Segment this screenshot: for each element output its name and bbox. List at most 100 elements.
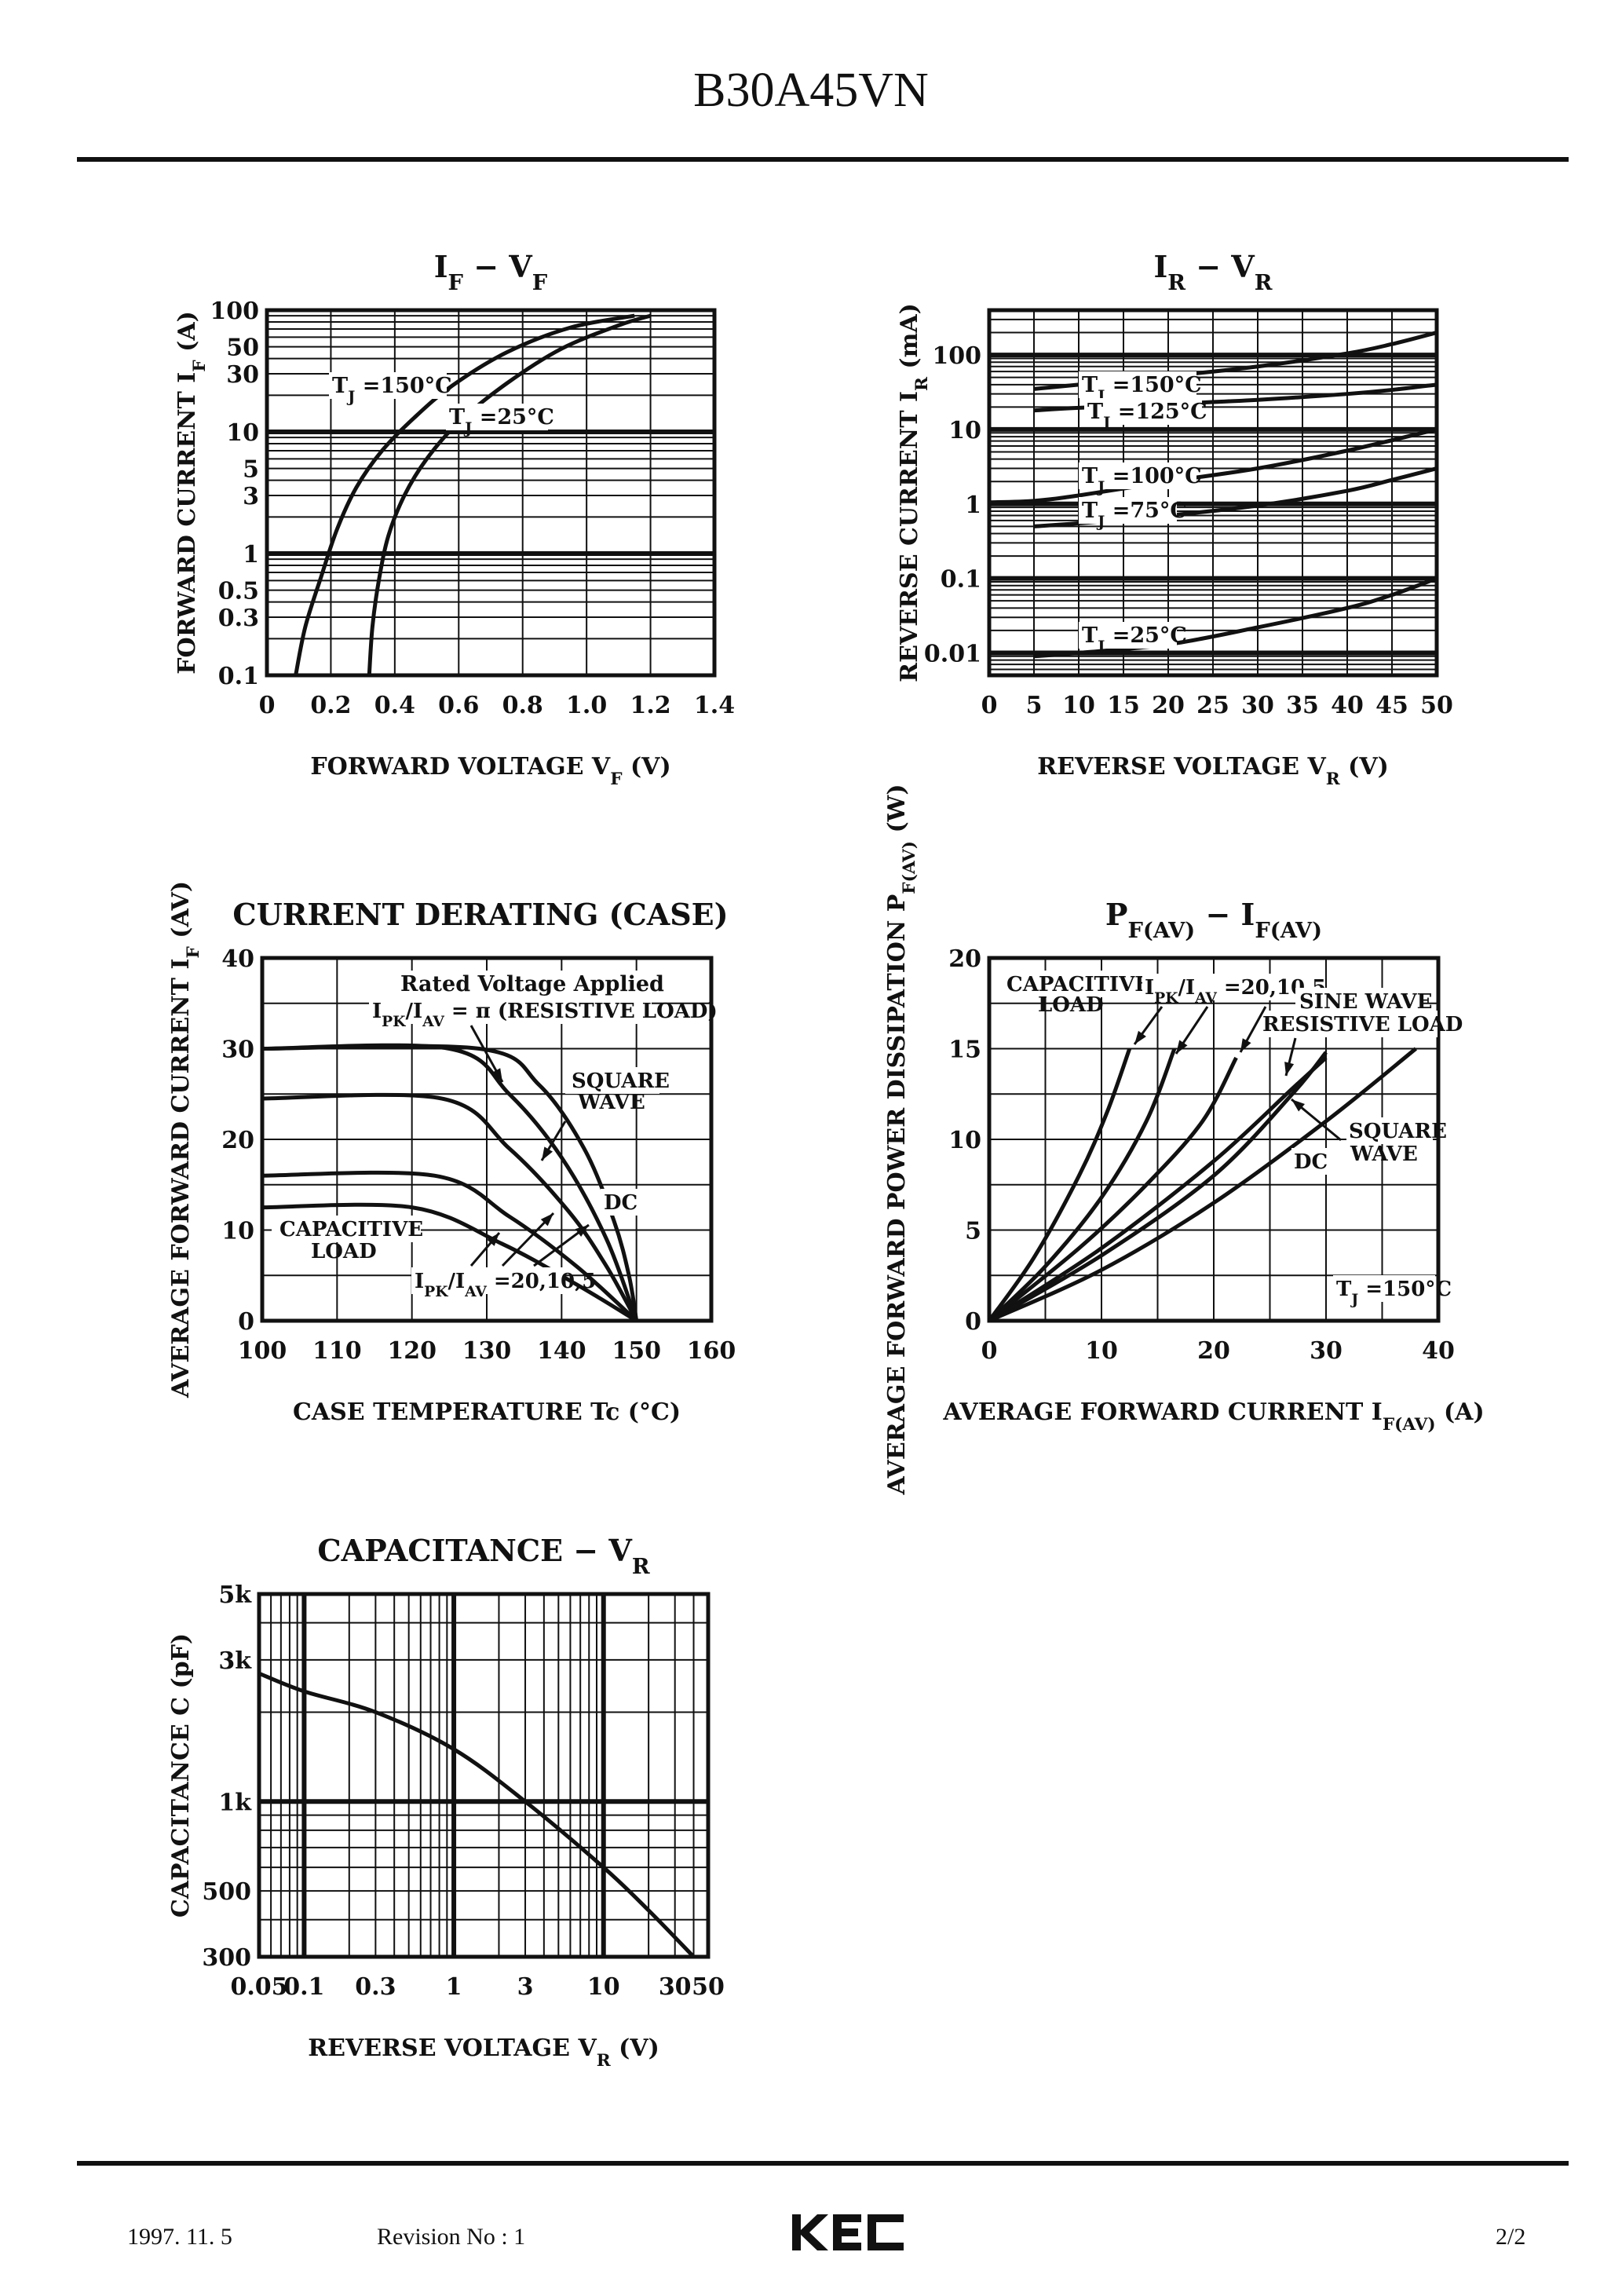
- series-label: TJ =75°C: [1082, 499, 1187, 531]
- series-label-bg: [329, 372, 447, 399]
- chart-capacitance: 0.050.1 0.3 1 3 10 30 50 300 500 1k 3k 5k CAPACITANC…: [167, 1533, 725, 2071]
- series-label: TJ =25°C: [1082, 623, 1187, 656]
- annotation-bg: [1333, 1275, 1435, 1302]
- annotation-arrowhead: [1291, 1099, 1305, 1112]
- x-tick-label: 45: [1375, 692, 1408, 719]
- series-label-bg: [1079, 462, 1196, 489]
- annotation-capacitive: CAPACITIVE: [279, 1218, 423, 1241]
- x-tick-label: 1.2: [630, 692, 670, 719]
- annotation-square-wave: SQUARE: [1349, 1120, 1447, 1143]
- x-tick-label: 1.0: [566, 692, 607, 719]
- series-line-5: [988, 1051, 1328, 1323]
- kec-logo: [792, 2214, 904, 2250]
- y-tick-label: 10: [948, 417, 981, 444]
- x-tick-label: 0.1: [283, 1973, 324, 2001]
- annotation-bg: [1291, 1148, 1328, 1175]
- x-tick-label: 0: [981, 1337, 998, 1365]
- series-line-5: [1033, 576, 1438, 659]
- annotation-resistive-load: IPK/IAV = π (RESISTIVE LOAD): [372, 1000, 718, 1030]
- annotation-resistive-load: RESISTIVE LOAD: [1262, 1013, 1463, 1036]
- x-tick-label: 30: [659, 1973, 692, 2001]
- annotation-bg: [1295, 988, 1421, 1015]
- grid-if-vf: [267, 309, 714, 676]
- y-tick-label: 10: [221, 1218, 254, 1245]
- x-axis-label: AVERAGE FORWARD CURRENT IF(AV) (A): [942, 1398, 1484, 1435]
- x-tick-label: 35: [1286, 692, 1319, 719]
- y-tick-label: 1: [243, 541, 259, 569]
- annotation-load: LOAD: [1038, 993, 1104, 1017]
- y-axis-label: AVERAGE FORWARD CURRENT IF (AV): [167, 881, 203, 1398]
- annotation-arrowhead: [487, 1233, 499, 1246]
- x-tick-label: 10: [1062, 692, 1095, 719]
- x-tick-label: 140: [537, 1337, 586, 1365]
- annotation-sine-wave: SINE WAVE: [1299, 990, 1432, 1014]
- y-tick-label: 100: [932, 342, 981, 370]
- annotation-arrowhead: [1240, 1038, 1251, 1052]
- plot-frame: [265, 308, 717, 678]
- x-tick-label: 3: [517, 1973, 534, 2001]
- x-tick-label: 40: [1331, 692, 1364, 719]
- annotation-dc: DC: [604, 1191, 637, 1215]
- x-tick-label: 50: [692, 1973, 725, 2001]
- annotation-arrowhead: [575, 1225, 589, 1238]
- x-tick-label: 25: [1196, 692, 1229, 719]
- x-tick-label: 20: [1197, 1337, 1230, 1365]
- x-tick-label: 0.6: [438, 692, 479, 719]
- plot-frame: [257, 1592, 711, 1959]
- annotation-bg: [1142, 974, 1291, 1000]
- x-tick-label: 40: [1422, 1337, 1455, 1365]
- series-label: TJ =150°C: [332, 374, 452, 406]
- series-line-2: [1033, 382, 1438, 413]
- y-tick-label: 15: [948, 1036, 981, 1064]
- annotation-bg: [1260, 1011, 1438, 1037]
- y-tick-label: 0.01: [924, 640, 981, 667]
- plot-frame: [987, 956, 1441, 1323]
- chart-title: PF(AV) − IF(AV): [1105, 897, 1322, 943]
- annotation-tj: TJ =150°C: [1336, 1278, 1452, 1308]
- x-tick-label: 0.2: [310, 692, 351, 719]
- series-line-4: [988, 1056, 1328, 1323]
- x-tick-label: 20: [1152, 692, 1185, 719]
- y-tick-label: 0: [238, 1308, 254, 1336]
- x-tick-label: 30: [1310, 1337, 1343, 1365]
- annotation-rated-voltage: Rated Voltage Applied: [400, 972, 664, 996]
- annotation-bg: [565, 1067, 659, 1094]
- y-tick-label: 50: [226, 335, 259, 362]
- y-tick-label: 3: [243, 483, 259, 510]
- y-tick-label: 5: [965, 1218, 981, 1245]
- annotation-capacitive: CAPACITIVE: [1006, 973, 1150, 996]
- x-tick-label: 0.05: [230, 1973, 287, 2001]
- annotation-bg: [997, 971, 1138, 997]
- footer-page: 2/2: [1496, 2224, 1526, 2250]
- x-tick-label: 0: [259, 692, 276, 719]
- y-tick-label: 300: [202, 1944, 251, 1972]
- x-tick-label: 10: [1085, 1337, 1118, 1365]
- footer-date: 1997. 11. 5: [127, 2224, 232, 2250]
- series-line-1: [987, 1047, 1132, 1322]
- annotation-ipk-ratio: IPK/IAV =20,10,5: [415, 1270, 596, 1300]
- y-tick-label: 10: [948, 1127, 981, 1154]
- chart-pf-if: 0 10 20 30 40 0 5 10 15 20 PF(AV) − IF(AV) AVERAGE …: [883, 784, 1485, 1495]
- x-tick-label: 110: [312, 1337, 362, 1365]
- series-label: TJ =125°C: [1087, 400, 1207, 432]
- annotation-bg: [369, 997, 652, 1024]
- annotation-square-wave-2: WAVE: [577, 1091, 645, 1114]
- y-tick-label: 0.1: [941, 566, 981, 594]
- plot-frame: [987, 308, 1439, 678]
- chart-title: IR − VR: [1153, 249, 1272, 295]
- annotation-arrowhead: [1134, 1030, 1146, 1044]
- annotation-load: LOAD: [311, 1240, 377, 1263]
- annotation-square-wave-2: WAVE: [1350, 1143, 1418, 1166]
- annotation-bg: [393, 971, 652, 997]
- chart-derating: 100 110 120 130 140 150 160 0 10 20 30 40 CURRENT DE…: [167, 881, 736, 1426]
- y-tick-label: 0.3: [218, 605, 259, 632]
- y-axis-label: FORWARD CURRENT IF (A): [174, 311, 210, 675]
- x-tick-label: 5: [1026, 692, 1043, 719]
- header-rule: [77, 157, 1569, 162]
- y-tick-label: 20: [221, 1127, 254, 1154]
- y-tick-label: 30: [226, 361, 259, 389]
- annotation-dc: DC: [1294, 1150, 1328, 1174]
- annotation-bg: [601, 1189, 640, 1216]
- y-axis-label: REVERSE CURRENT IR (mA): [896, 303, 932, 682]
- y-tick-label: 0.1: [218, 663, 259, 690]
